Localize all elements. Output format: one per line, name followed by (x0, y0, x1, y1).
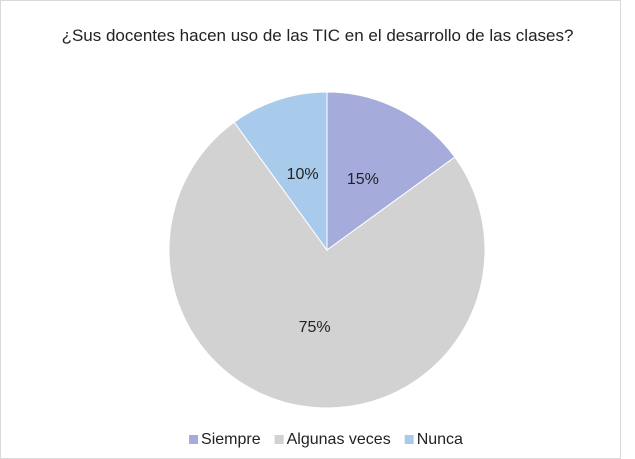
pie-slice (168, 121, 486, 409)
legend-swatch (404, 435, 414, 444)
legend-label: Nunca (417, 431, 463, 448)
data-label: 10% (287, 166, 319, 183)
chart-title: ¿Sus docentes hacen uso de las TIC en el… (61, 26, 574, 45)
legend-label: Algunas veces (287, 431, 391, 448)
legend-swatch (274, 435, 284, 444)
pie-slice (233, 91, 328, 252)
data-label: 75% (299, 319, 331, 336)
pie-slice (326, 91, 456, 251)
legend-label: Siempre (201, 431, 261, 448)
data-label: 15% (347, 171, 379, 188)
legend-swatch (189, 435, 199, 444)
